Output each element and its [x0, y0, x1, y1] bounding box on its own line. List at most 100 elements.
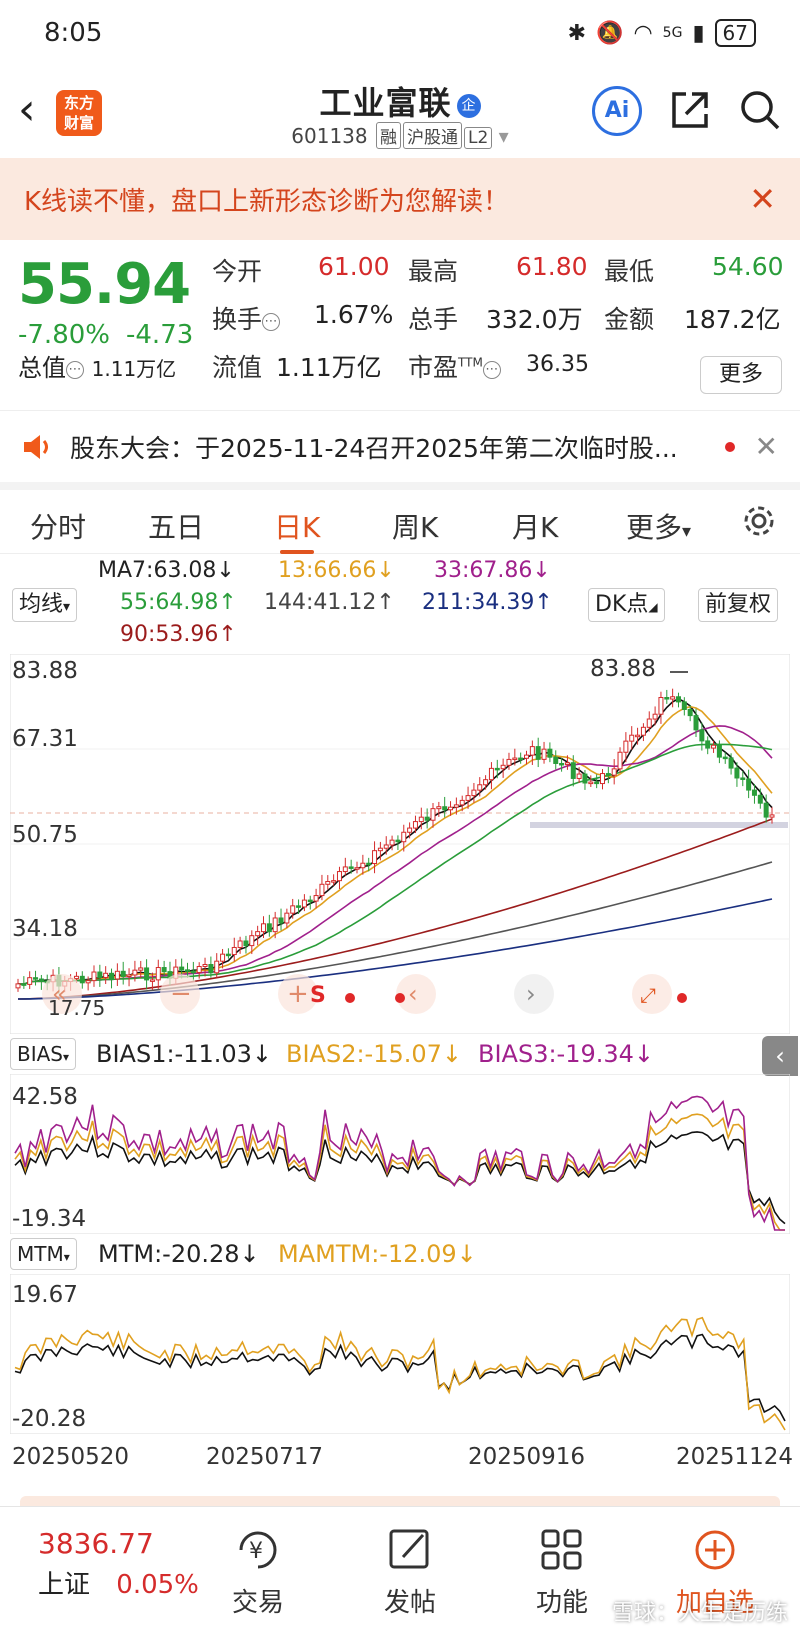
sheet-handle: [20, 1496, 780, 1506]
pe-value: 36.35: [526, 352, 589, 377]
trade-label: 交易: [232, 1588, 285, 1618]
candle-body: [407, 827, 413, 833]
mtm-chart[interactable]: [10, 1274, 790, 1434]
candle-body: [646, 718, 652, 728]
candle-body: [260, 923, 266, 933]
trade-button[interactable]: ¥ 交易: [232, 1525, 284, 1619]
mtm-axis-bottom: -20.28: [12, 1406, 87, 1432]
minus-button[interactable]: [160, 974, 200, 1014]
ma-selector[interactable]: 均线▾: [12, 588, 78, 622]
unread-dot: [724, 441, 735, 452]
status-bar: 8:05 ✱ 🔕 ◠ 5G ▮ 67: [0, 0, 800, 66]
candle-body: [196, 966, 202, 973]
candle-body: [91, 971, 97, 982]
bias-chart[interactable]: [10, 1074, 790, 1234]
pe-cell[interactable]: 市盈TTM ⋯: [408, 348, 501, 384]
more-quote-button[interactable]: 更多: [700, 356, 782, 394]
rewind-icon[interactable]: «: [52, 980, 67, 1008]
candle-body: [255, 931, 261, 937]
candle-body: [395, 839, 401, 843]
candle-body: [576, 773, 582, 779]
tab-monthly-k[interactable]: 月K: [512, 511, 559, 544]
promo-banner[interactable]: K线读不懂，盘口上新形态诊断为您解读！ ✕: [0, 158, 800, 240]
prev-button[interactable]: [396, 974, 436, 1014]
tab-daily-k[interactable]: 日K: [274, 506, 320, 554]
index-widget[interactable]: 3836.77 上证 0.05%: [38, 1527, 199, 1601]
candle-body: [728, 757, 734, 769]
chevron-down-icon: ▾: [63, 599, 71, 615]
next-button[interactable]: [514, 974, 554, 1014]
title-area: 工业富联 企: [0, 78, 800, 124]
tab-more[interactable]: 更多▾: [626, 506, 691, 546]
tab-five-day[interactable]: 五日: [148, 511, 205, 544]
zoom-out-button[interactable]: [42, 974, 82, 1014]
svg-text:¥: ¥: [249, 1539, 263, 1564]
tab-intraday[interactable]: 分时: [30, 511, 87, 544]
bias1-line: [14, 1131, 786, 1225]
add-watchlist-label: 加自选: [676, 1588, 755, 1618]
adjust-button[interactable]: 前复权: [698, 588, 779, 622]
ma55-line: [17, 743, 773, 985]
ma13-line: [17, 705, 773, 985]
mamtm-value: MAMTM:-12.09↓: [278, 1240, 477, 1268]
chevron-right-icon[interactable]: ›: [526, 980, 536, 1008]
add-watchlist-button[interactable]: 加自选: [676, 1525, 754, 1619]
notice-text: 股东大会：于2025-11-24召开2025年第二次临时股...: [70, 433, 678, 463]
mktcap-cell[interactable]: 总值 ⋯ 1.11万亿: [18, 348, 176, 383]
index-change: 0.05%: [116, 1570, 199, 1600]
ai-button[interactable]: Ai: [592, 86, 642, 136]
quote-panel: 55.94 -7.80% -4.73 总值 ⋯ 1.11万亿 今开 61.00 最…: [0, 240, 800, 410]
candle-body: [506, 758, 512, 766]
candle-body: [559, 762, 565, 766]
candle-body: [21, 983, 27, 986]
candle-body: [541, 748, 547, 760]
minus-icon[interactable]: −: [170, 979, 192, 1009]
stock-subtitle[interactable]: 601138 融沪股通 L2 ▾: [0, 122, 800, 149]
mtm-line: [14, 1333, 786, 1422]
candle-body: [266, 923, 272, 933]
bias-selector[interactable]: BIAS▾: [10, 1038, 77, 1070]
tab-weekly-k[interactable]: 周K: [392, 511, 439, 544]
function-button[interactable]: 功能: [536, 1525, 588, 1619]
search-icon[interactable]: [738, 88, 782, 132]
chevron-left-icon[interactable]: ‹: [408, 980, 418, 1008]
bias3-line: [14, 1095, 785, 1231]
bias2-line: [14, 1113, 785, 1231]
candle-body: [15, 983, 21, 989]
ma13-value: 13:66.66↓: [278, 558, 395, 583]
share-icon[interactable]: [668, 88, 712, 132]
candle-body: [290, 905, 296, 914]
expand-icon[interactable]: ⤢: [640, 983, 656, 1007]
candle-body: [225, 953, 231, 957]
candle-body: [132, 969, 138, 976]
post-button[interactable]: 发帖: [384, 1525, 436, 1619]
plus-button[interactable]: [278, 974, 318, 1014]
kline-axis-2: 67.31: [12, 726, 78, 752]
candle-body: [360, 862, 366, 869]
candle-body: [640, 726, 646, 736]
back-button[interactable]: ‹: [18, 84, 36, 135]
ma7-line: [17, 697, 773, 985]
candle-body: [418, 816, 424, 823]
candle-body: [453, 804, 459, 808]
collapse-panel-button[interactable]: ‹: [762, 1036, 798, 1076]
candle-body: [518, 757, 524, 761]
notice-bar[interactable]: 股东大会：于2025-11-24召开2025年第二次临时股... ✕: [0, 410, 800, 482]
chevron-down-icon[interactable]: ▾: [498, 124, 509, 148]
dk-point-button[interactable]: DK点◢: [588, 588, 665, 622]
battery-badge: 67: [714, 19, 756, 47]
close-icon[interactable]: ✕: [754, 430, 778, 463]
period-tabs: 分时 五日 日K 周K 月K 更多▾: [0, 482, 800, 554]
edit-icon: [389, 1529, 429, 1569]
gear-icon[interactable]: [740, 502, 778, 540]
mtm-selector[interactable]: MTM▾: [10, 1238, 77, 1270]
turnover-cell[interactable]: 换手 ⋯: [212, 300, 281, 336]
date-label-4: 20251124: [676, 1444, 794, 1470]
app-logo[interactable]: 东方 财富: [56, 90, 102, 136]
fullscreen-button[interactable]: [632, 974, 672, 1014]
close-icon[interactable]: ✕: [749, 180, 776, 218]
candle-body: [588, 781, 594, 785]
signal-label: 5G: [662, 25, 683, 41]
kline-chart[interactable]: « − + ‹ › ⤢ S: [10, 654, 790, 1034]
plus-icon[interactable]: +: [287, 979, 309, 1009]
